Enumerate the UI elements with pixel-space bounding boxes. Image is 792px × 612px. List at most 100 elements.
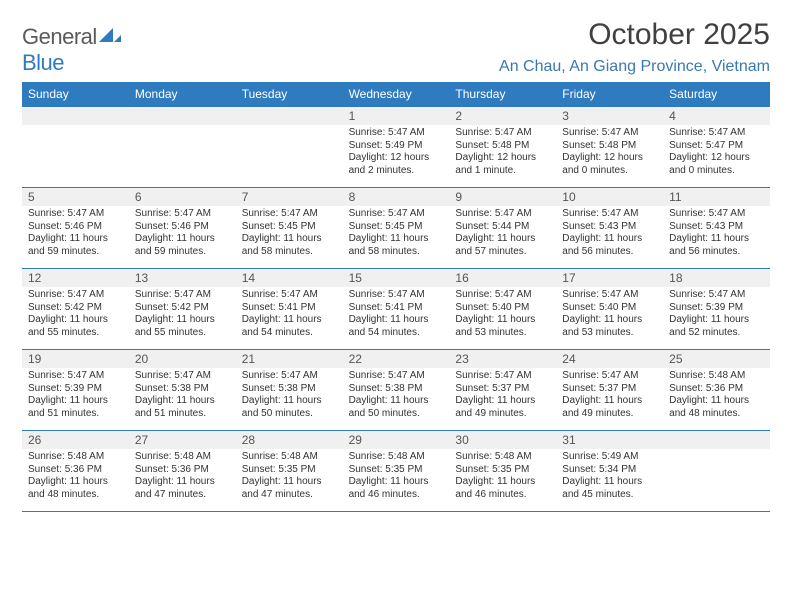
date-number: 16 bbox=[449, 269, 556, 287]
detail-line: Sunset: 5:39 PM bbox=[28, 383, 123, 396]
page-title: October 2025 bbox=[499, 18, 770, 52]
detail-line: Daylight: 11 hours and 53 minutes. bbox=[562, 314, 657, 339]
date-number bbox=[236, 107, 343, 125]
date-number: 14 bbox=[236, 269, 343, 287]
detail-line: Sunrise: 5:48 AM bbox=[349, 451, 444, 464]
calendar-cell: 22Sunrise: 5:47 AMSunset: 5:38 PMDayligh… bbox=[343, 350, 450, 430]
calendar-cell bbox=[236, 107, 343, 187]
calendar-week: 19Sunrise: 5:47 AMSunset: 5:39 PMDayligh… bbox=[22, 349, 770, 430]
calendar-cell: 13Sunrise: 5:47 AMSunset: 5:42 PMDayligh… bbox=[129, 269, 236, 349]
date-number: 30 bbox=[449, 431, 556, 449]
title-block: October 2025 An Chau, An Giang Province,… bbox=[499, 18, 770, 76]
detail-line: Sunset: 5:43 PM bbox=[669, 221, 764, 234]
detail-line: Sunset: 5:38 PM bbox=[135, 383, 230, 396]
cell-details: Sunrise: 5:48 AMSunset: 5:35 PMDaylight:… bbox=[449, 449, 556, 505]
cell-details: Sunrise: 5:47 AMSunset: 5:42 PMDaylight:… bbox=[22, 287, 129, 343]
detail-line: Sunrise: 5:49 AM bbox=[562, 451, 657, 464]
weekday-label: Friday bbox=[556, 82, 663, 106]
date-number: 4 bbox=[663, 107, 770, 125]
detail-line: Sunrise: 5:47 AM bbox=[349, 289, 444, 302]
detail-line: Daylight: 11 hours and 54 minutes. bbox=[242, 314, 337, 339]
cell-details: Sunrise: 5:47 AMSunset: 5:46 PMDaylight:… bbox=[22, 206, 129, 262]
detail-line: Sunset: 5:38 PM bbox=[242, 383, 337, 396]
detail-line: Sunset: 5:36 PM bbox=[669, 383, 764, 396]
date-number: 9 bbox=[449, 188, 556, 206]
date-number: 7 bbox=[236, 188, 343, 206]
detail-line: Daylight: 11 hours and 48 minutes. bbox=[669, 395, 764, 420]
date-number: 1 bbox=[343, 107, 450, 125]
calendar-cell: 14Sunrise: 5:47 AMSunset: 5:41 PMDayligh… bbox=[236, 269, 343, 349]
date-number: 26 bbox=[22, 431, 129, 449]
cell-details: Sunrise: 5:48 AMSunset: 5:36 PMDaylight:… bbox=[129, 449, 236, 505]
cell-details: Sunrise: 5:47 AMSunset: 5:48 PMDaylight:… bbox=[556, 125, 663, 181]
calendar-cell: 5Sunrise: 5:47 AMSunset: 5:46 PMDaylight… bbox=[22, 188, 129, 268]
cell-details: Sunrise: 5:47 AMSunset: 5:48 PMDaylight:… bbox=[449, 125, 556, 181]
calendar-cell: 2Sunrise: 5:47 AMSunset: 5:48 PMDaylight… bbox=[449, 107, 556, 187]
detail-line: Daylight: 11 hours and 50 minutes. bbox=[242, 395, 337, 420]
detail-line: Sunrise: 5:47 AM bbox=[562, 370, 657, 383]
calendar-cell: 16Sunrise: 5:47 AMSunset: 5:40 PMDayligh… bbox=[449, 269, 556, 349]
detail-line: Daylight: 12 hours and 0 minutes. bbox=[562, 152, 657, 177]
detail-line: Sunset: 5:48 PM bbox=[455, 140, 550, 153]
cell-details: Sunrise: 5:47 AMSunset: 5:38 PMDaylight:… bbox=[129, 368, 236, 424]
date-number: 18 bbox=[663, 269, 770, 287]
logo-text: General Blue bbox=[22, 24, 121, 76]
calendar-cell: 28Sunrise: 5:48 AMSunset: 5:35 PMDayligh… bbox=[236, 431, 343, 511]
calendar-cell: 10Sunrise: 5:47 AMSunset: 5:43 PMDayligh… bbox=[556, 188, 663, 268]
detail-line: Daylight: 11 hours and 56 minutes. bbox=[669, 233, 764, 258]
detail-line: Sunrise: 5:47 AM bbox=[135, 208, 230, 221]
weekday-label: Monday bbox=[129, 82, 236, 106]
cell-details: Sunrise: 5:48 AMSunset: 5:36 PMDaylight:… bbox=[22, 449, 129, 505]
detail-line: Daylight: 11 hours and 45 minutes. bbox=[562, 476, 657, 501]
date-number bbox=[129, 107, 236, 125]
cell-details: Sunrise: 5:48 AMSunset: 5:35 PMDaylight:… bbox=[236, 449, 343, 505]
detail-line: Sunrise: 5:48 AM bbox=[669, 370, 764, 383]
detail-line: Daylight: 12 hours and 0 minutes. bbox=[669, 152, 764, 177]
cell-details: Sunrise: 5:47 AMSunset: 5:41 PMDaylight:… bbox=[343, 287, 450, 343]
detail-line: Sunrise: 5:47 AM bbox=[28, 208, 123, 221]
detail-line: Daylight: 11 hours and 56 minutes. bbox=[562, 233, 657, 258]
cell-details: Sunrise: 5:47 AMSunset: 5:40 PMDaylight:… bbox=[449, 287, 556, 343]
calendar-cell bbox=[22, 107, 129, 187]
date-number: 21 bbox=[236, 350, 343, 368]
cell-details: Sunrise: 5:47 AMSunset: 5:40 PMDaylight:… bbox=[556, 287, 663, 343]
date-number bbox=[22, 107, 129, 125]
cell-details: Sunrise: 5:47 AMSunset: 5:37 PMDaylight:… bbox=[556, 368, 663, 424]
date-number: 6 bbox=[129, 188, 236, 206]
calendar-cell: 25Sunrise: 5:48 AMSunset: 5:36 PMDayligh… bbox=[663, 350, 770, 430]
detail-line: Daylight: 11 hours and 59 minutes. bbox=[28, 233, 123, 258]
cell-details: Sunrise: 5:47 AMSunset: 5:38 PMDaylight:… bbox=[343, 368, 450, 424]
detail-line: Daylight: 12 hours and 2 minutes. bbox=[349, 152, 444, 177]
date-number: 15 bbox=[343, 269, 450, 287]
calendar-cell: 27Sunrise: 5:48 AMSunset: 5:36 PMDayligh… bbox=[129, 431, 236, 511]
detail-line: Daylight: 11 hours and 59 minutes. bbox=[135, 233, 230, 258]
detail-line: Sunset: 5:45 PM bbox=[349, 221, 444, 234]
date-number: 3 bbox=[556, 107, 663, 125]
calendar-cell: 19Sunrise: 5:47 AMSunset: 5:39 PMDayligh… bbox=[22, 350, 129, 430]
calendar-cell: 23Sunrise: 5:47 AMSunset: 5:37 PMDayligh… bbox=[449, 350, 556, 430]
calendar-cell bbox=[129, 107, 236, 187]
date-number bbox=[663, 431, 770, 449]
calendar-cell: 4Sunrise: 5:47 AMSunset: 5:47 PMDaylight… bbox=[663, 107, 770, 187]
date-number: 11 bbox=[663, 188, 770, 206]
detail-line: Sunrise: 5:48 AM bbox=[28, 451, 123, 464]
detail-line: Sunset: 5:37 PM bbox=[562, 383, 657, 396]
detail-line: Sunrise: 5:47 AM bbox=[349, 370, 444, 383]
detail-line: Sunset: 5:49 PM bbox=[349, 140, 444, 153]
calendar-cell: 31Sunrise: 5:49 AMSunset: 5:34 PMDayligh… bbox=[556, 431, 663, 511]
calendar-cell: 7Sunrise: 5:47 AMSunset: 5:45 PMDaylight… bbox=[236, 188, 343, 268]
cell-details: Sunrise: 5:47 AMSunset: 5:42 PMDaylight:… bbox=[129, 287, 236, 343]
detail-line: Sunset: 5:39 PM bbox=[669, 302, 764, 315]
detail-line: Daylight: 11 hours and 49 minutes. bbox=[562, 395, 657, 420]
calendar: Sunday Monday Tuesday Wednesday Thursday… bbox=[22, 82, 770, 512]
detail-line: Daylight: 11 hours and 46 minutes. bbox=[455, 476, 550, 501]
detail-line: Daylight: 11 hours and 58 minutes. bbox=[349, 233, 444, 258]
detail-line: Sunset: 5:47 PM bbox=[669, 140, 764, 153]
logo-word-2: Blue bbox=[22, 50, 64, 75]
date-number: 31 bbox=[556, 431, 663, 449]
detail-line: Daylight: 11 hours and 51 minutes. bbox=[135, 395, 230, 420]
calendar-cell: 3Sunrise: 5:47 AMSunset: 5:48 PMDaylight… bbox=[556, 107, 663, 187]
detail-line: Daylight: 11 hours and 51 minutes. bbox=[28, 395, 123, 420]
detail-line: Daylight: 11 hours and 49 minutes. bbox=[455, 395, 550, 420]
date-number: 29 bbox=[343, 431, 450, 449]
